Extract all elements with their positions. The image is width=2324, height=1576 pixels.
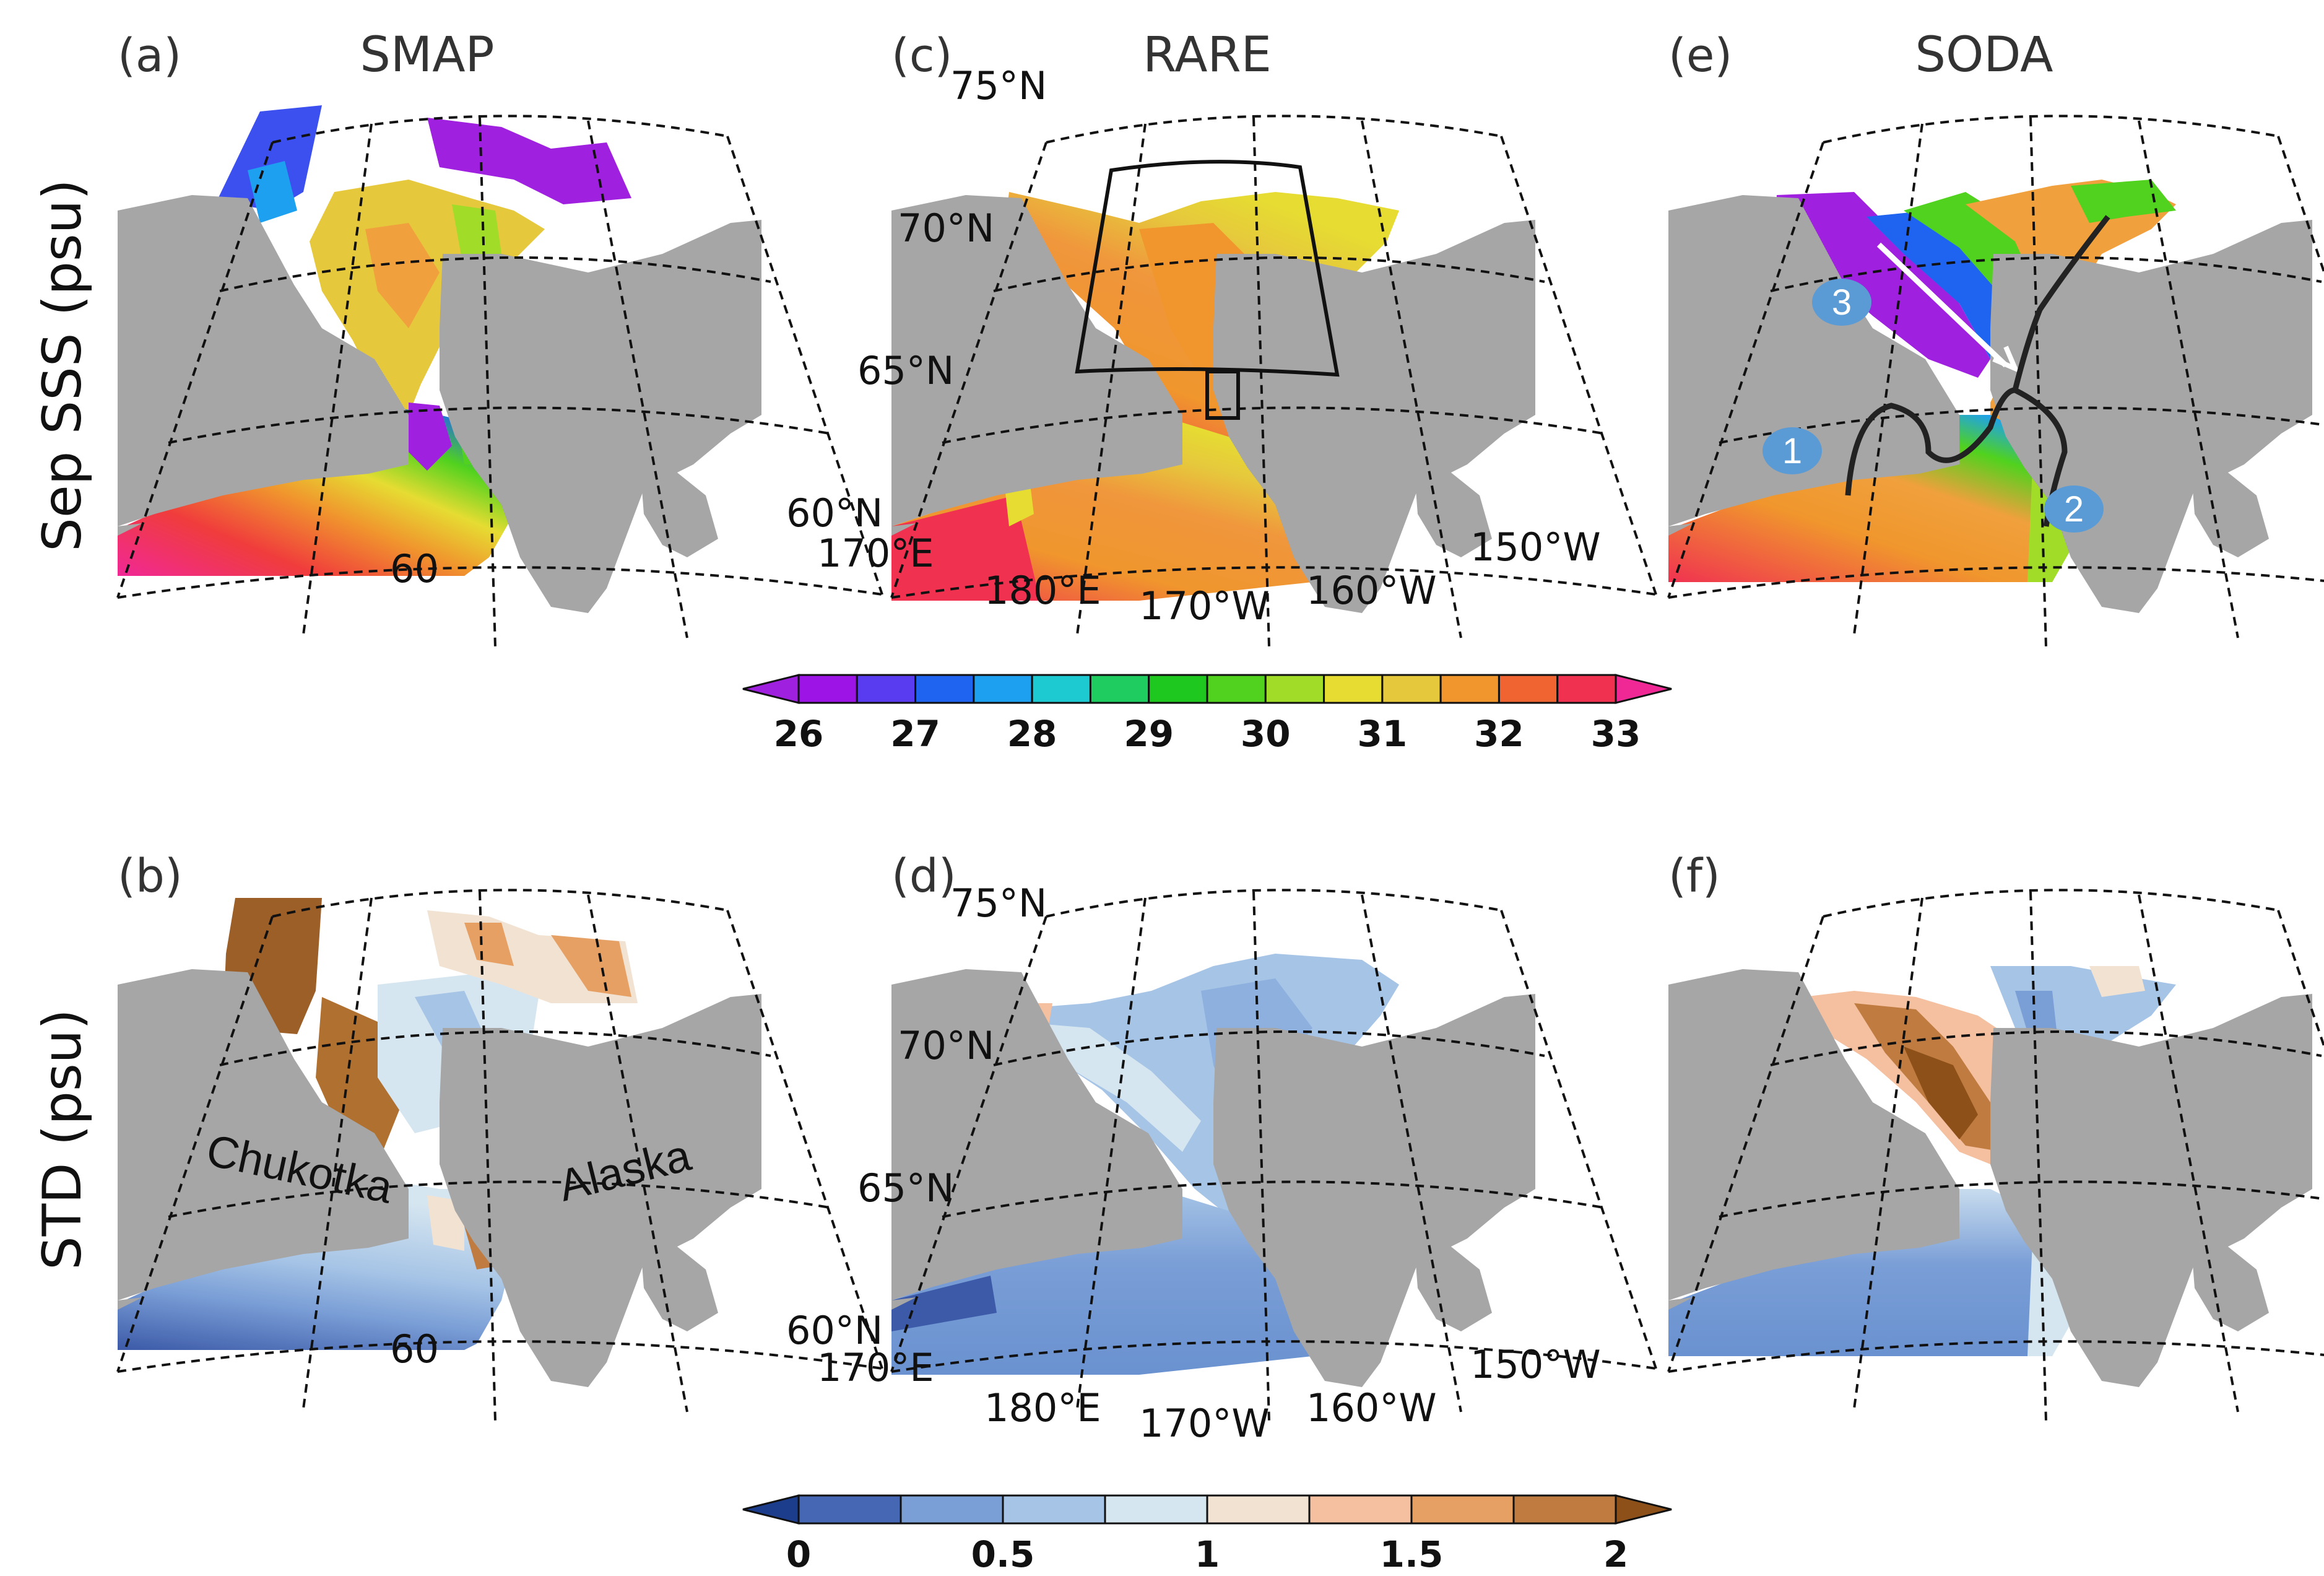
- panel-d: [890, 889, 1657, 1422]
- colorbar-swatch: [900, 1494, 1004, 1525]
- panel-b: 60 Chukotka Alaska: [116, 889, 883, 1422]
- panel-title-c: RARE: [1143, 27, 1272, 83]
- panel-label-a: (a): [118, 29, 181, 82]
- lon-label-180e-top: 180°E: [984, 568, 1101, 613]
- cut-label-b: 60: [390, 1326, 439, 1372]
- colorbar-tick-label: 0: [786, 1533, 811, 1575]
- lon-label-170e-bottom: 170°E: [817, 1345, 934, 1390]
- colorbar-swatch: [856, 674, 917, 704]
- panel-label-c: (c): [891, 29, 952, 82]
- colorbar-tick-label: 26: [774, 713, 824, 755]
- panel-c: [890, 115, 1657, 648]
- colorbar-swatch: [973, 674, 1033, 704]
- colorbar-tick-label: 1.5: [1380, 1533, 1444, 1575]
- svg-text:1: 1: [1782, 431, 1802, 471]
- panel-label-e: (e): [1668, 29, 1732, 82]
- colorbar-swatch: [1104, 1494, 1208, 1525]
- lat-label-65-top: 65°N: [857, 348, 954, 393]
- colorbar-swatch: [1498, 674, 1559, 704]
- colorbar-swatch: [1148, 674, 1208, 704]
- lon-label-170e-top: 170°E: [817, 531, 934, 576]
- cut-label-a: 60: [390, 546, 439, 591]
- colorbar-sss: 26 27 28 29 30 31 32 33: [742, 674, 1672, 755]
- study-box-strait: [1205, 370, 1240, 420]
- colorbar-swatch: [1556, 674, 1617, 704]
- colorbar-extend-high: [1615, 674, 1672, 704]
- svg-text:2: 2: [2064, 489, 2084, 529]
- lon-label-160w-top: 160°W: [1306, 568, 1437, 613]
- lat-label-75-top: 75°N: [950, 63, 1047, 108]
- row-label-sss: Sep SSS (psu): [32, 179, 93, 552]
- pathway-1-line: [1845, 387, 2016, 496]
- pathway-3-arrow: [1876, 242, 2008, 368]
- lon-label-170w-bottom: 170°W: [1139, 1401, 1270, 1446]
- lon-label-160w-bottom: 160°W: [1306, 1385, 1437, 1430]
- colorbar-swatch: [1410, 1494, 1515, 1525]
- colorbar-tick-label: 33: [1591, 713, 1641, 755]
- lon-label-150w-top: 150°W: [1470, 525, 1601, 570]
- colorbar-std: 0 0.5 1 1.5 2: [742, 1494, 1672, 1575]
- colorbar-tick-label: 31: [1357, 713, 1407, 755]
- lon-label-150w-bottom: 150°W: [1470, 1342, 1601, 1387]
- marker-2: 2: [2044, 485, 2104, 533]
- colorbar-tick-label: 0.5: [971, 1533, 1035, 1575]
- lat-label-75-bottom: 75°N: [950, 881, 1047, 926]
- svg-text:3: 3: [1832, 282, 1852, 323]
- colorbar-tick-label: 2: [1603, 1533, 1628, 1575]
- marker-1: 1: [1763, 427, 1822, 474]
- colorbar-swatch: [1089, 674, 1150, 704]
- pathway-2-line: [2011, 215, 2110, 527]
- colorbar-extend-low: [742, 1494, 800, 1525]
- colorbar-swatch: [1031, 674, 1091, 704]
- panel-label-d: (d): [891, 850, 956, 903]
- colorbar-swatch: [1206, 1494, 1311, 1525]
- colorbar-swatch: [1308, 1494, 1413, 1525]
- lat-label-60-bottom: 60°N: [786, 1308, 883, 1353]
- colorbar-swatch: [1206, 674, 1267, 704]
- panel-title-a: SMAP: [360, 27, 494, 83]
- colorbar-swatch: [797, 1494, 902, 1525]
- lat-label-65-bottom: 65°N: [857, 1165, 954, 1211]
- colorbar-tick-label: 1: [1195, 1533, 1220, 1575]
- marker-3: 3: [1812, 279, 1871, 326]
- colorbar-extend-low: [742, 674, 800, 704]
- colorbar-swatch: [914, 674, 975, 704]
- panel-title-e: SODA: [1915, 27, 2053, 83]
- colorbar-tick-label: 29: [1124, 713, 1174, 755]
- lat-label-70-bottom: 70°N: [898, 1023, 994, 1068]
- colorbar-tick-label: 27: [890, 713, 940, 755]
- colorbar-swatch: [1381, 674, 1442, 704]
- colorbar-swatch: [1002, 1494, 1106, 1525]
- lat-label-60-top: 60°N: [786, 490, 883, 536]
- colorbar-extend-high: [1615, 1494, 1672, 1525]
- colorbar-swatch: [797, 674, 858, 704]
- colorbar-swatch: [1323, 674, 1384, 704]
- panel-a: 60: [116, 105, 883, 648]
- panel-label-f: (f): [1668, 850, 1720, 903]
- study-box-outer: [1075, 160, 1340, 377]
- panel-e: 3 1 2: [1667, 115, 2324, 648]
- colorbar-tick-label: 30: [1241, 713, 1291, 755]
- colorbar-tick-label: 32: [1474, 713, 1524, 755]
- panel-label-b: (b): [118, 850, 183, 903]
- lon-label-170w-top: 170°W: [1139, 583, 1270, 629]
- colorbar-swatch: [1512, 1494, 1617, 1525]
- colorbar-swatch: [1264, 674, 1325, 704]
- colorbar-swatch: [1439, 674, 1500, 704]
- lon-label-180e-bottom: 180°E: [984, 1385, 1101, 1430]
- lat-label-70-top: 70°N: [898, 206, 994, 251]
- colorbar-tick-label: 28: [1007, 713, 1057, 755]
- row-label-std: STD (psu): [32, 1009, 93, 1270]
- panel-f: [1667, 889, 2324, 1422]
